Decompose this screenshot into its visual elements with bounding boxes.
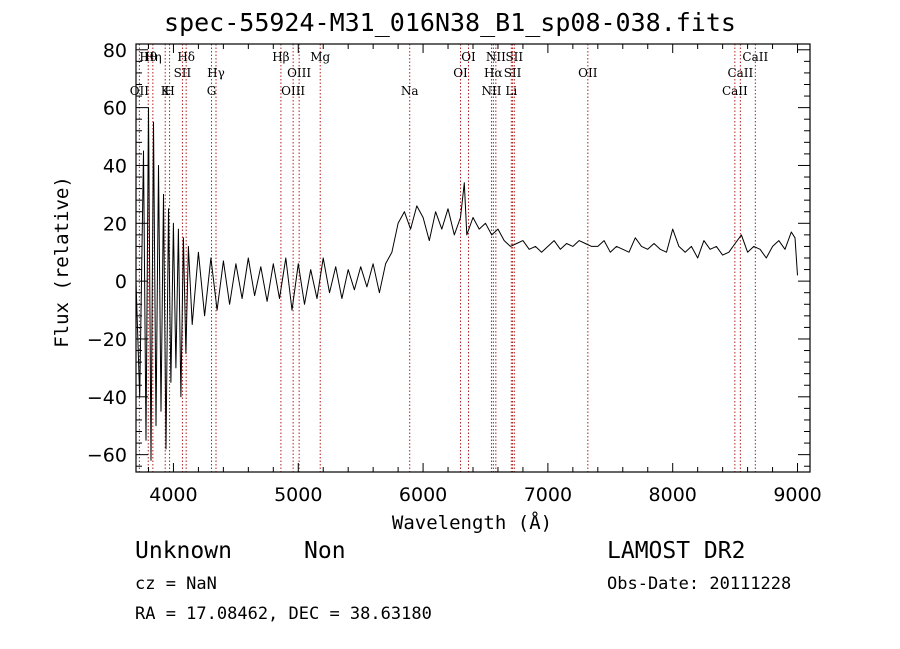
line-label: NII [481,84,501,98]
line-label: Hθ [139,50,157,64]
y-tick-label: −20 [87,329,127,351]
y-tick-label: 40 [103,155,127,177]
x-tick-label: 7000 [524,484,572,506]
tick-labels: 4000 5000 6000 7000 8000 9000 −60 −40 −20 0 20 40 60… [87,40,822,506]
line-label: G [207,84,217,98]
y-tick-label: −60 [87,445,127,467]
x-tick-label: 4000 [149,484,197,506]
y-tick-label: 20 [103,213,127,235]
line-label: SII [504,66,522,80]
line-label: K [161,84,171,98]
y-axis-label: Flux (relative) [51,176,73,348]
line-labels: OIIHθHηKHSIIHδGHγHβOIIIOIIIMgNaOIOINIIHα… [130,50,769,98]
line-label: H [164,84,174,98]
y-tick-label: 0 [115,271,127,293]
line-label: Na [401,84,419,98]
line-label: SII [505,50,523,64]
line-label: OI [453,66,468,80]
coordinates: RA = 17.08462, DEC = 38.63180 [135,604,432,624]
line-label: Hδ [177,50,195,64]
line-label: CaII [727,66,753,80]
line-label: OIII [281,84,305,98]
line-label: Hη [144,50,162,64]
x-axis-label: Wavelength (Å) [392,511,552,534]
series-group [135,107,798,461]
observation-date: Obs-Date: 20111228 [607,574,792,594]
line-label: Li [505,84,517,98]
line-label: Mg [310,50,330,64]
plot-frame [135,43,811,473]
x-tick-label: 5000 [274,484,322,506]
y-tick-label: 60 [103,98,127,120]
survey-name: LAMOST DR2 [607,538,746,564]
x-tick-label: 8000 [649,484,697,506]
chart-title: spec-55924-M31_016N38_B1_sp08-038.fits [164,8,736,37]
line-label: OII [130,84,150,98]
line-label: OIII [287,66,311,80]
line-label: OII [578,66,598,80]
object-class: Non [304,538,346,564]
spectrum-line [135,107,798,461]
line-label: Hα [484,66,503,80]
object-name: Unknown [135,538,232,564]
line-label: Hβ [272,50,289,64]
x-tick-label: 9000 [773,484,821,506]
line-markers [138,44,756,472]
x-tick-label: 6000 [399,484,447,506]
y-tick-label: −40 [87,387,127,409]
y-tick-label: 80 [103,40,127,62]
line-label: NII [486,50,506,64]
line-label: CaII [722,84,748,98]
line-label: CaII [742,50,768,64]
line-label: OI [461,50,476,64]
axes [135,43,811,473]
redshift-cz: cz = NaN [135,574,217,594]
line-label: Hγ [207,66,225,80]
line-label: SII [174,66,192,80]
